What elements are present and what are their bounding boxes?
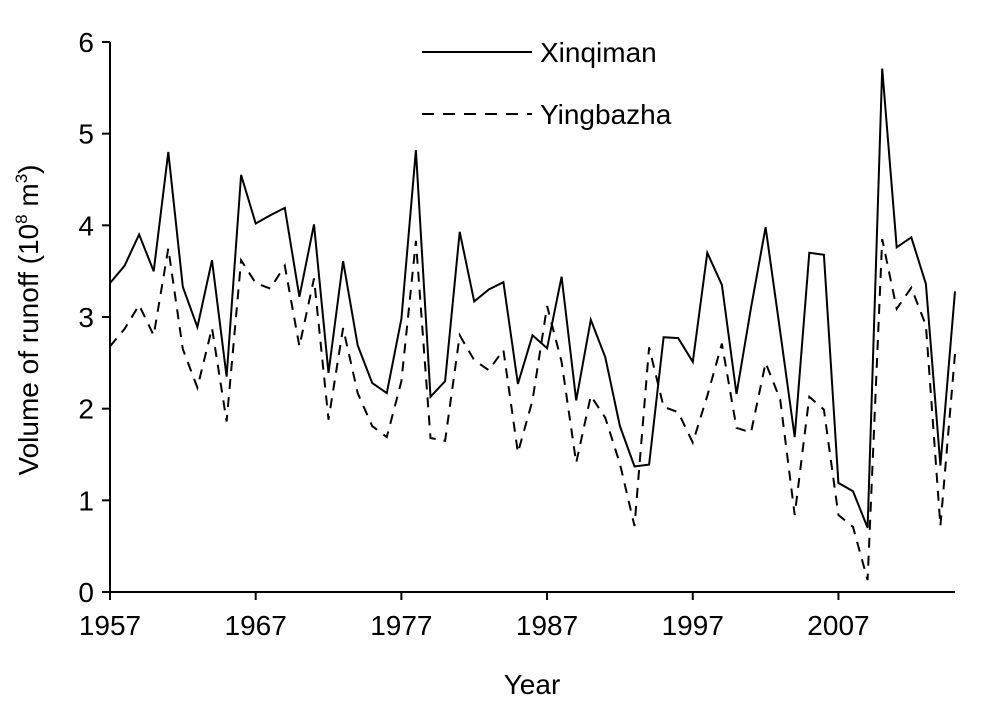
y-axis-title-main: Volume of runoff (10 [13, 224, 44, 476]
legend-label-xinqiman: Xinqiman [540, 37, 657, 68]
y-axis-title-exponent: 8 [12, 214, 31, 223]
x-tick-label: 1967 [225, 610, 287, 641]
y-axis-title-close: ) [13, 164, 44, 173]
series-line-yingbazha [109, 238, 956, 581]
x-tick-label: 1977 [370, 610, 432, 641]
legend-label-yingbazha: Yingbazha [540, 99, 672, 130]
y-tick-label: 6 [78, 27, 94, 58]
y-tick-label: 0 [78, 577, 94, 608]
series-line-xinqiman [109, 68, 956, 529]
legend-entry-yingbazha: Yingbazha [422, 99, 672, 130]
y-axis-title-unit: m [13, 183, 44, 214]
x-tick-label: 2007 [807, 610, 869, 641]
series-layer [109, 68, 956, 581]
x-tick-label: 1957 [79, 610, 141, 641]
y-tick-label: 5 [78, 119, 94, 150]
y-ticks: 0 1 2 3 4 5 6 [78, 27, 110, 608]
legend-entry-xinqiman: Xinqiman [422, 37, 657, 68]
x-tick-label: 1997 [662, 610, 724, 641]
y-tick-label: 1 [78, 485, 94, 516]
legend: Xinqiman Yingbazha [422, 37, 672, 130]
y-tick-label: 3 [78, 302, 94, 333]
y-axis-title-unit-exponent: 3 [12, 174, 31, 183]
x-ticks: 1957 1967 1977 1987 1997 2007 [79, 592, 870, 641]
x-tick-label: 1987 [516, 610, 578, 641]
y-tick-label: 2 [78, 394, 94, 425]
x-axis-title: Year [504, 669, 561, 700]
y-axis-title: Volume of runoff (108 m3) [12, 164, 44, 475]
y-tick-label: 4 [78, 210, 94, 241]
